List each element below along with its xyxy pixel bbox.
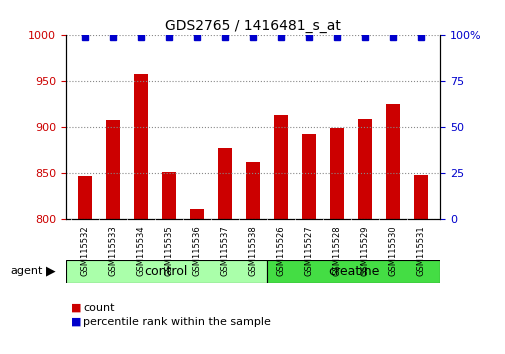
Text: GSM115528: GSM115528: [332, 225, 341, 276]
Bar: [301, 134, 315, 219]
FancyBboxPatch shape: [66, 260, 267, 283]
Text: ■: ■: [71, 317, 81, 327]
Text: GSM115527: GSM115527: [304, 225, 313, 276]
Text: GSM115536: GSM115536: [192, 225, 201, 276]
FancyBboxPatch shape: [267, 260, 439, 283]
Bar: [329, 129, 343, 219]
Bar: [134, 74, 148, 219]
Text: GSM115533: GSM115533: [109, 225, 118, 276]
Text: GSM115537: GSM115537: [220, 225, 229, 276]
Text: ■: ■: [71, 303, 81, 313]
Bar: [78, 176, 92, 219]
Bar: [106, 120, 120, 219]
Bar: [357, 119, 371, 219]
Title: GDS2765 / 1416481_s_at: GDS2765 / 1416481_s_at: [165, 19, 340, 33]
Text: GSM115534: GSM115534: [136, 225, 145, 276]
Bar: [218, 148, 232, 219]
Text: GSM115529: GSM115529: [360, 225, 369, 276]
Text: percentile rank within the sample: percentile rank within the sample: [83, 317, 271, 327]
Bar: [190, 209, 204, 219]
Bar: [413, 175, 427, 219]
Text: creatine: creatine: [327, 265, 379, 278]
Text: ▶: ▶: [45, 264, 55, 277]
Bar: [385, 103, 399, 219]
Text: GSM115526: GSM115526: [276, 225, 285, 276]
Bar: [162, 172, 176, 219]
Bar: [273, 115, 287, 219]
Text: control: control: [144, 265, 188, 278]
Text: GSM115535: GSM115535: [164, 225, 173, 276]
Text: GSM115532: GSM115532: [81, 225, 90, 276]
Text: agent: agent: [10, 266, 42, 276]
Text: GSM115530: GSM115530: [387, 225, 396, 276]
Text: GSM115538: GSM115538: [248, 225, 257, 276]
Text: count: count: [83, 303, 115, 313]
Text: GSM115531: GSM115531: [415, 225, 424, 276]
Bar: [245, 162, 260, 219]
